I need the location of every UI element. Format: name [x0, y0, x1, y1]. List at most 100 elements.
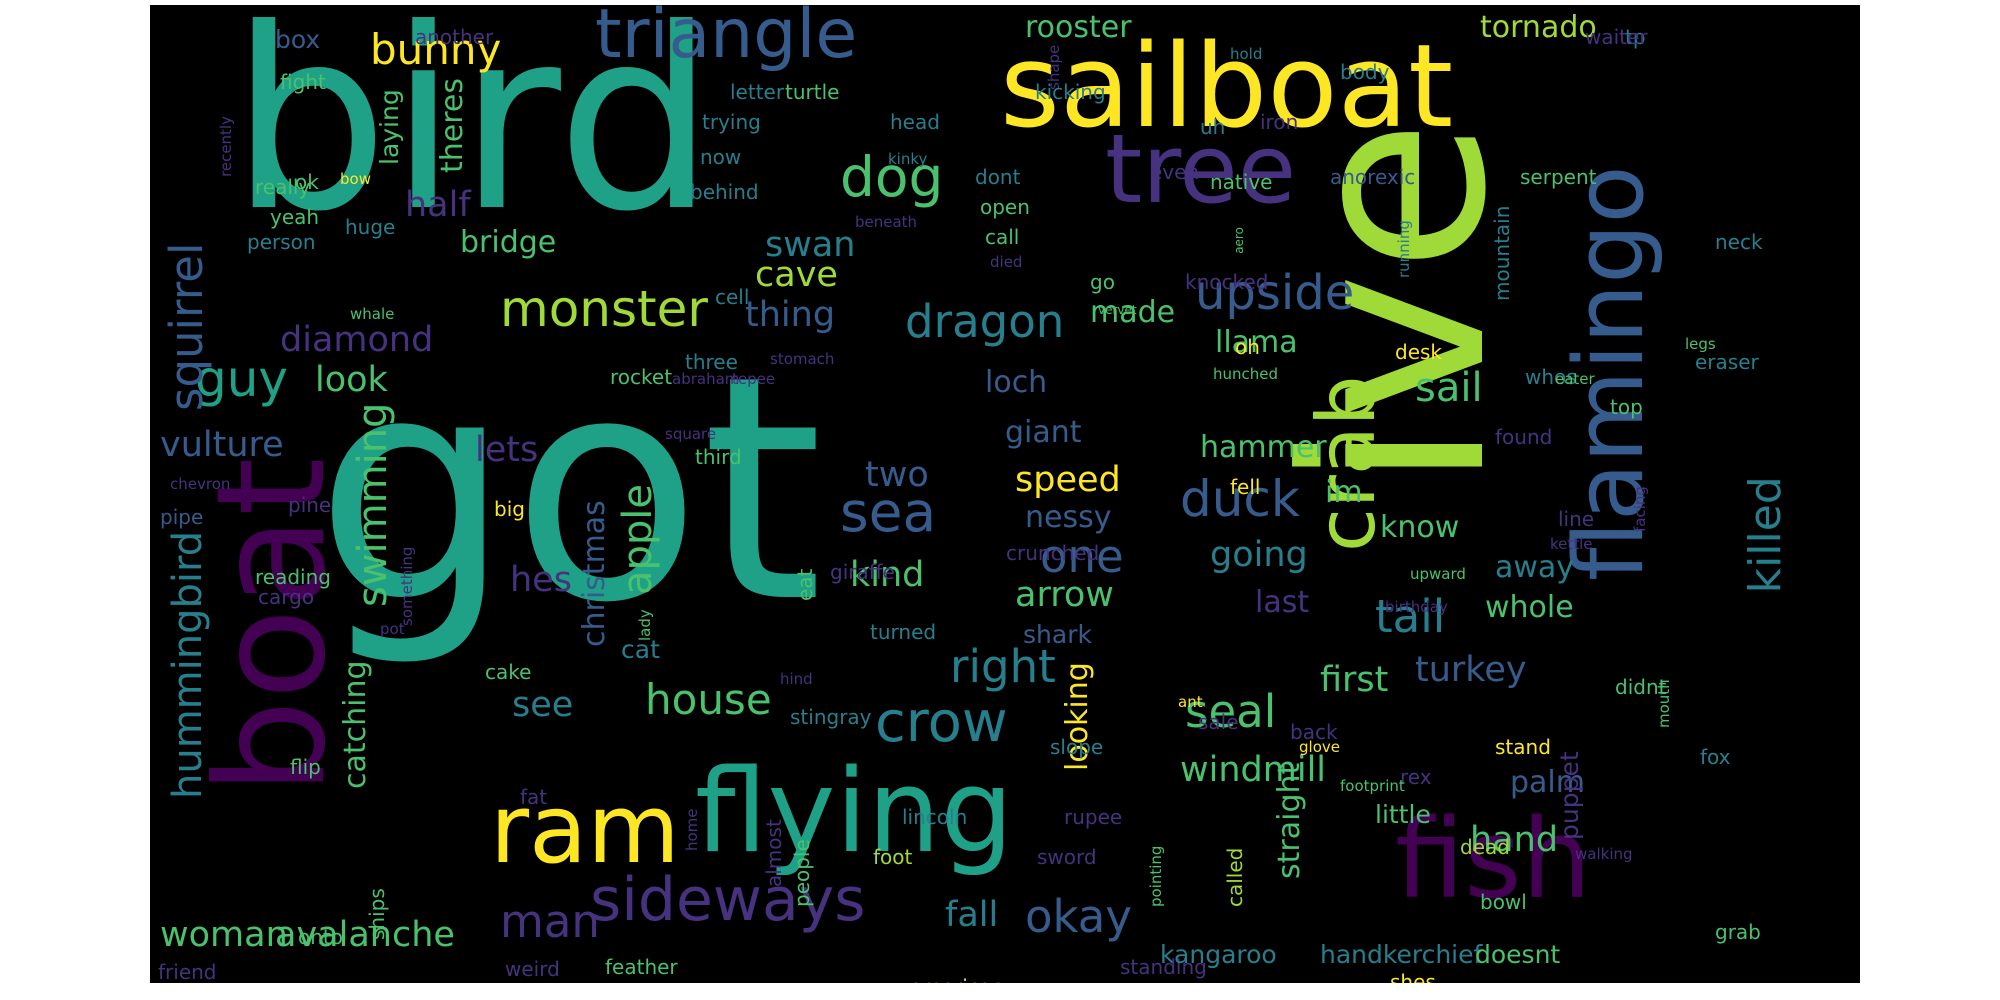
- word-palm: palm: [1510, 765, 1585, 800]
- word-call: call: [985, 225, 1019, 249]
- word-knocked: knocked: [1185, 270, 1268, 294]
- word-standing: standing: [1120, 955, 1207, 979]
- word-windmill: windmill: [1180, 750, 1326, 790]
- word-really: really: [255, 175, 310, 199]
- word-dont: dont: [975, 165, 1021, 189]
- word-dead: dead: [1460, 835, 1510, 859]
- word-crow: crow: [875, 690, 1008, 755]
- word-thing: thing: [745, 295, 835, 335]
- word-running: running: [1395, 220, 1413, 278]
- word-third: third: [695, 445, 742, 469]
- word-sea: sea: [840, 480, 936, 544]
- word-ant: ant: [1178, 693, 1203, 711]
- word-pipe: pipe: [160, 505, 203, 529]
- word-eater: eater: [1555, 370, 1596, 388]
- word-ok: ok: [295, 170, 319, 194]
- word-called: called: [1223, 848, 1247, 907]
- word-swimming: swimming: [350, 403, 396, 607]
- word-yeah: yeah: [270, 205, 319, 229]
- word-bridge: bridge: [460, 225, 556, 260]
- word-house: house: [645, 675, 772, 724]
- word-mouth: mouth: [1655, 679, 1673, 728]
- word-whole: whole: [1485, 590, 1574, 625]
- word-fall: fall: [945, 895, 998, 935]
- word-pine: pine: [288, 493, 331, 517]
- word-two: two: [865, 455, 929, 495]
- word-bunny: bunny: [370, 25, 501, 74]
- word-one: one: [1040, 530, 1124, 583]
- word-native: native: [1210, 170, 1272, 194]
- word-diamond: diamond: [280, 320, 433, 360]
- word-nessy: nessy: [1025, 500, 1111, 535]
- word-huge: huge: [345, 215, 395, 239]
- word-cargo: cargo: [258, 585, 314, 609]
- word-first: first: [1320, 660, 1388, 700]
- word-died: died: [990, 253, 1022, 271]
- word-pot: pot: [380, 620, 405, 638]
- word-kind: kind: [850, 555, 924, 595]
- word-foot: foot: [873, 845, 913, 869]
- word-even: even: [1150, 160, 1199, 184]
- word-got: got: [315, 310, 823, 671]
- word-rex: rex: [1400, 765, 1432, 789]
- word-weird: weird: [505, 957, 560, 981]
- word-know: know: [1380, 510, 1459, 545]
- word-head: head: [890, 110, 940, 134]
- word-whos: whos: [1525, 365, 1577, 389]
- word-waiter: waiter: [1585, 25, 1648, 49]
- word-person: person: [247, 230, 316, 254]
- word-triangle: triangle: [595, 5, 857, 74]
- word-ships: ships: [365, 888, 389, 940]
- word-crab: crab: [1300, 375, 1393, 552]
- word-lincoln: lincoln: [902, 805, 967, 829]
- word-upside: upside: [1195, 265, 1354, 321]
- word-footprint: footprint: [1340, 777, 1405, 795]
- word-abraham: abraham: [672, 370, 739, 388]
- word-cell: cell: [715, 285, 749, 309]
- word-flying: flying: [695, 745, 1013, 879]
- word-okay: okay: [1025, 890, 1132, 943]
- word-american: american: [910, 975, 1004, 983]
- word-fight: fight: [280, 70, 326, 94]
- word-bowl: bowl: [1480, 890, 1527, 914]
- word-vulture: vulture: [160, 425, 284, 465]
- word-cloud-canvas: got ive bird boat sailboat flying fish flamingo…: [158, 5, 1791, 983]
- word-big: big: [494, 497, 525, 521]
- word-behind: behind: [690, 180, 759, 204]
- word-pointing: pointing: [1147, 846, 1165, 907]
- word-kinky: kinky: [888, 150, 928, 168]
- word-anorexic: anorexic: [1330, 165, 1415, 189]
- word-body: body: [1340, 60, 1390, 84]
- word-beneath: beneath: [855, 213, 917, 231]
- word-now: now: [700, 145, 741, 169]
- word-ive: ive: [1250, 119, 1541, 490]
- word-going: going: [1210, 535, 1308, 575]
- word-stingray: stingray: [790, 705, 872, 729]
- word-grab: grab: [1715, 920, 1761, 944]
- word-sail: sail: [1415, 365, 1483, 411]
- word-little: little: [1375, 800, 1431, 829]
- word-arrow: arrow: [1015, 575, 1114, 615]
- word-ram: ram: [490, 775, 680, 885]
- word-another: another: [415, 25, 494, 49]
- word-llama: llama: [1215, 325, 1298, 360]
- word-tail: tail: [1375, 590, 1445, 643]
- word-mountain: mountain: [1490, 206, 1514, 301]
- word-speed: speed: [1015, 460, 1121, 500]
- word-shes: shes: [1390, 970, 1436, 983]
- word-away: away: [1495, 550, 1574, 585]
- word-eraser: eraser: [1695, 350, 1760, 374]
- word-turned: turned: [870, 620, 936, 644]
- word-theres: theres: [435, 78, 470, 173]
- word-tree: tree: [1105, 115, 1296, 225]
- word-fox: fox: [1700, 745, 1731, 769]
- word-cloud: got ive bird boat sailboat flying fish flamingo…: [150, 5, 1860, 983]
- word-upward: upward: [1410, 565, 1466, 583]
- word-christmas: christmas: [577, 500, 612, 647]
- word-kicking: kicking: [1035, 80, 1106, 104]
- word-doesnt: doesnt: [1475, 940, 1560, 969]
- word-desk: desk: [1395, 340, 1442, 364]
- word-chevron: chevron: [170, 475, 230, 493]
- word-iron: iron: [1260, 110, 1298, 134]
- word-swan: swan: [765, 225, 856, 265]
